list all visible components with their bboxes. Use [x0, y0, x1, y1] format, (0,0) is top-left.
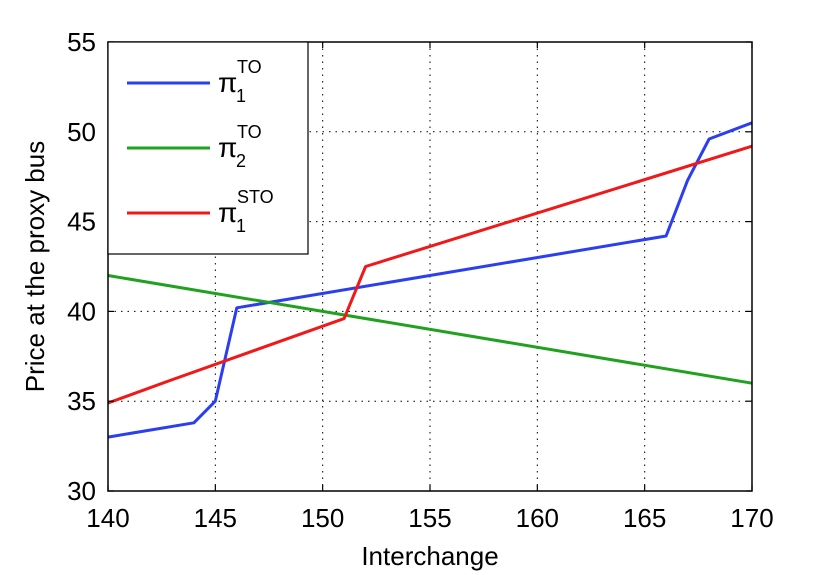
- legend-label-sub: 1: [236, 216, 246, 236]
- x-tick-label: 150: [301, 503, 344, 533]
- x-tick-label: 170: [730, 503, 773, 533]
- series-line-2: [107, 274, 753, 385]
- legend-label-sub: 2: [236, 151, 246, 171]
- y-tick-label: 45: [67, 207, 96, 237]
- legend-label-sup: TO: [237, 122, 262, 142]
- ticks: 140 145 150 155 160 165 170 30 35 40 45 50 55: [67, 27, 774, 533]
- series-layer: [107, 121, 753, 439]
- y-tick-label: 40: [67, 296, 96, 326]
- legend-label-sup: STO: [237, 187, 274, 207]
- x-tick-label: 145: [194, 503, 237, 533]
- y-tick-label: 50: [67, 117, 96, 147]
- series-line-3: [107, 144, 753, 405]
- x-tick-label: 140: [86, 503, 129, 533]
- x-tick-label: 155: [408, 503, 451, 533]
- x-tick-label: 165: [623, 503, 666, 533]
- x-tick-label: 160: [516, 503, 559, 533]
- legend-label-3: π: [218, 197, 237, 228]
- legend-label-sup: TO: [237, 57, 262, 77]
- legend-label-1: π: [218, 67, 237, 98]
- y-tick-label: 35: [67, 386, 96, 416]
- x-axis-label: Interchange: [361, 541, 498, 571]
- y-tick-label: 55: [67, 27, 96, 57]
- series-line-1: [107, 121, 753, 439]
- y-axis-label: Price at the proxy bus: [20, 141, 50, 392]
- y-tick-label: 30: [67, 476, 96, 506]
- legend-label-2: π: [218, 132, 237, 163]
- legend-label-sub: 1: [236, 86, 246, 106]
